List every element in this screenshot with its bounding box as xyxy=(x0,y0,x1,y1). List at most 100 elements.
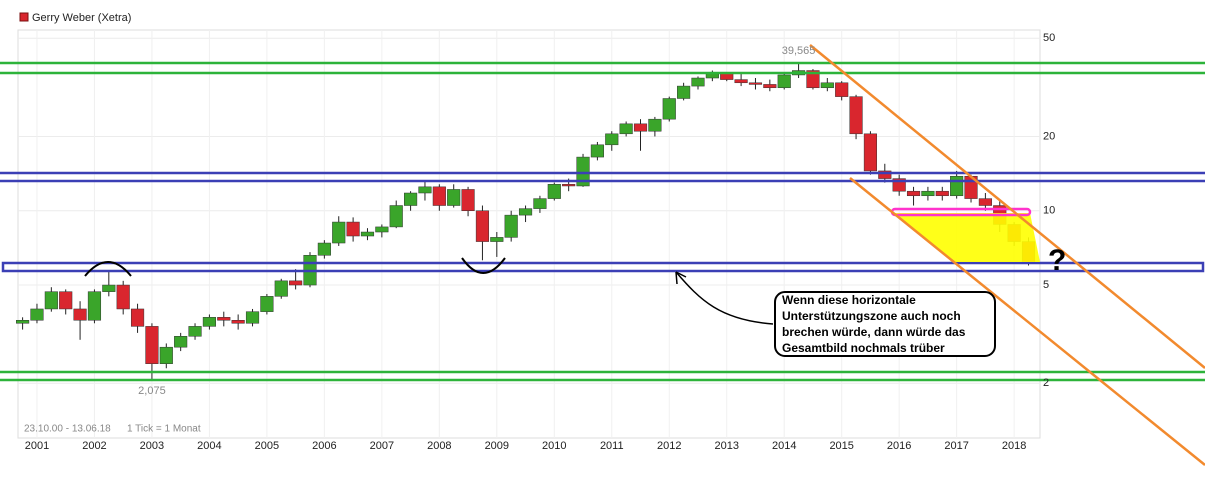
candle-body xyxy=(547,184,561,199)
candle-body xyxy=(289,280,303,286)
candle-body xyxy=(432,186,446,206)
max-label: 39,565 xyxy=(782,45,816,57)
candle-body xyxy=(73,308,87,321)
candles xyxy=(16,63,1036,380)
top-arc xyxy=(84,261,132,277)
candle-body xyxy=(404,192,418,206)
candle-body xyxy=(878,170,892,179)
candle-body xyxy=(44,291,58,310)
x-tick-label: 2016 xyxy=(887,440,911,452)
candle-body xyxy=(950,175,964,197)
candle-body xyxy=(863,133,878,172)
candle-body xyxy=(375,226,389,233)
candle-body xyxy=(59,291,73,310)
candle-body xyxy=(562,184,576,187)
y-tick-label: 50 xyxy=(1043,32,1055,44)
x-tick-label: 2010 xyxy=(542,440,566,452)
candle-body xyxy=(935,190,949,197)
x-tick-label: 2009 xyxy=(485,440,509,452)
x-tick-label: 2015 xyxy=(829,440,853,452)
x-tick-label: 2004 xyxy=(197,440,221,452)
candle-body xyxy=(921,190,935,197)
x-tick-label: 2007 xyxy=(370,440,394,452)
y-tick-label: 10 xyxy=(1043,205,1055,217)
candle-body xyxy=(504,214,518,238)
candle-body xyxy=(576,156,590,187)
x-tick-label: 2003 xyxy=(140,440,164,452)
note-line: Unterstützungszone auch noch xyxy=(782,309,961,323)
candle-body xyxy=(461,189,475,211)
x-tick-label: 2008 xyxy=(427,440,451,452)
candle-body xyxy=(720,73,734,80)
candle-body xyxy=(447,189,461,206)
candle-body xyxy=(418,186,432,194)
arrow-head xyxy=(675,271,687,285)
question-mark: ? xyxy=(1048,244,1066,277)
candle-body xyxy=(346,221,360,237)
grid xyxy=(18,30,1040,438)
x-tick-label: 2002 xyxy=(82,440,106,452)
candle-body xyxy=(906,190,921,197)
x-tick-label: 2006 xyxy=(312,440,336,452)
candle-body xyxy=(116,284,130,310)
candle-body xyxy=(590,144,604,158)
x-tick-label: 2011 xyxy=(600,440,624,452)
y-tick-label: 5 xyxy=(1043,279,1049,291)
legend-swatch xyxy=(19,12,29,22)
note-box xyxy=(774,291,996,357)
candle-body xyxy=(533,198,547,209)
candle-body xyxy=(360,231,375,237)
candle-body xyxy=(490,237,504,242)
candle-body xyxy=(231,320,245,324)
x-tick-label: 2001 xyxy=(25,440,49,452)
candle-body xyxy=(763,84,777,89)
candle-body xyxy=(820,82,834,89)
candle-body xyxy=(619,123,633,135)
candle-body xyxy=(849,96,863,135)
candle-body xyxy=(274,280,288,297)
note-line: Gesamtbild nochmals trüber xyxy=(782,341,945,355)
candle-body xyxy=(633,123,648,132)
candle-body xyxy=(748,82,763,85)
support-zone xyxy=(1,261,1205,273)
candle-body xyxy=(174,336,188,348)
candle-body xyxy=(662,98,676,120)
y-tick-label: 20 xyxy=(1043,130,1055,142)
candle-body xyxy=(734,79,748,84)
y-tick-label: 2 xyxy=(1043,377,1049,389)
candle-body xyxy=(518,208,533,216)
plot-frame xyxy=(17,29,1041,439)
candle-body xyxy=(217,317,231,321)
candle-body xyxy=(835,82,849,97)
candle-body xyxy=(475,210,490,242)
candle-body xyxy=(87,291,102,321)
candle-body xyxy=(145,326,159,364)
candle-body xyxy=(317,242,331,256)
min-label: 2,075 xyxy=(138,385,166,397)
trend-line xyxy=(849,177,1205,466)
candle-body xyxy=(978,198,992,206)
x-tick-label: 2012 xyxy=(657,440,681,452)
note-line: brechen würde, dann würde das xyxy=(782,325,966,339)
note-line: Wenn diese horizontale xyxy=(782,293,916,307)
candle-body xyxy=(691,77,705,87)
candle-body xyxy=(332,221,346,244)
candle-body xyxy=(16,320,30,324)
candle-body xyxy=(159,346,173,364)
bottom-arc xyxy=(461,257,506,274)
candle-body xyxy=(188,326,202,337)
candle-body xyxy=(648,118,662,132)
candle-body xyxy=(677,85,691,99)
candle-body xyxy=(202,317,216,327)
tick-info: 1 Tick = 1 Monat xyxy=(127,424,201,435)
x-tick-label: 2013 xyxy=(714,440,738,452)
candle-body xyxy=(777,74,791,89)
arrow xyxy=(675,271,774,325)
x-tick-label: 2005 xyxy=(255,440,279,452)
x-tick-label: 2014 xyxy=(772,440,796,452)
x-tick-label: 2017 xyxy=(944,440,968,452)
candle-body xyxy=(102,284,116,292)
candle-body xyxy=(130,308,145,327)
date-range: 23.10.00 - 13.06.18 xyxy=(24,424,111,435)
